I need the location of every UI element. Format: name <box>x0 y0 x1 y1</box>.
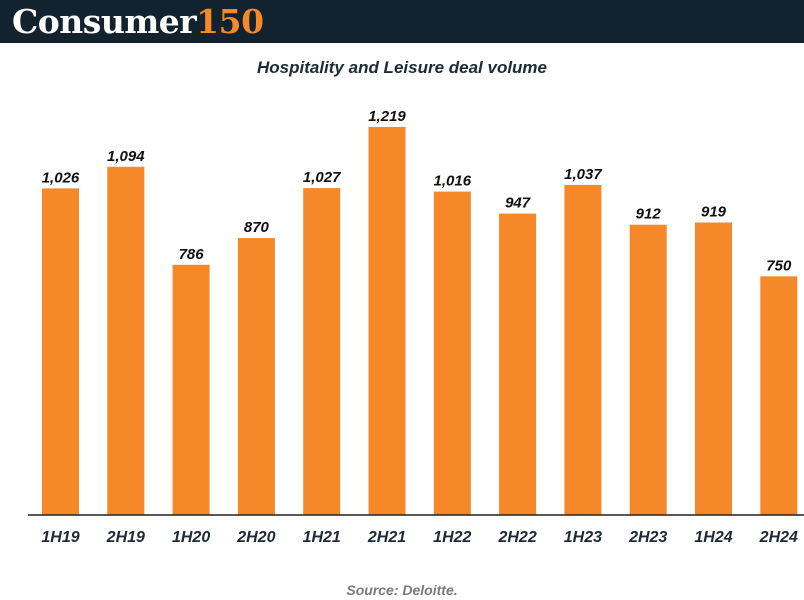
bar-1h23 <box>564 184 602 515</box>
bar-2h20 <box>237 238 275 515</box>
x-tick-label-1h20: 1H20 <box>172 529 210 546</box>
data-label-2h20: 870 <box>244 219 270 236</box>
x-tick-label-2h24: 2H24 <box>759 529 798 546</box>
chart-title: Hospitality and Leisure deal volume <box>256 58 548 77</box>
x-tick-label-2h19: 2H19 <box>106 529 145 546</box>
data-label-2h22: 947 <box>505 195 531 212</box>
x-tick-label-2h20: 2H20 <box>236 529 275 546</box>
data-label-1h19: 1,026 <box>42 169 80 186</box>
bar-1h22 <box>433 191 471 515</box>
data-label-2h21: 1,219 <box>368 108 406 125</box>
header-bar: Consumer150 <box>0 0 804 43</box>
data-label-2h23: 912 <box>636 206 662 223</box>
data-label-1h21: 1,027 <box>303 169 341 186</box>
bar-2h24 <box>760 276 798 515</box>
bar-1h19 <box>42 188 79 515</box>
bar-2h23 <box>629 224 667 515</box>
brand-number: 150 <box>196 2 264 41</box>
x-tick-label-1h23: 1H23 <box>564 529 602 546</box>
bar-2h19 <box>107 166 145 516</box>
bar-2h21 <box>368 127 406 515</box>
x-tick-label-1h19: 1H19 <box>41 529 79 546</box>
bar-2h22 <box>499 213 537 515</box>
data-label-2h24: 750 <box>766 257 792 274</box>
x-tick-label-1h22: 1H22 <box>433 529 471 546</box>
bar-1h21 <box>303 188 341 515</box>
brand-logo: Consumer150 <box>12 0 264 43</box>
data-label-1h23: 1,037 <box>564 166 602 183</box>
source-note: Source: Deloitte. <box>346 582 458 598</box>
bar-1h24 <box>695 222 732 515</box>
x-tick-label-1h21: 1H21 <box>303 529 341 546</box>
data-label-1h24: 919 <box>701 204 727 221</box>
x-tick-label-2h22: 2H22 <box>497 529 536 546</box>
data-label-1h20: 786 <box>179 246 205 263</box>
data-label-1h22: 1,016 <box>434 173 472 190</box>
data-label-2h19: 1,094 <box>107 148 145 165</box>
x-tick-label-2h21: 2H21 <box>367 529 406 546</box>
brand-word: Consumer <box>12 2 197 41</box>
x-tick-label-2h23: 2H23 <box>628 529 667 546</box>
bar-1h20 <box>172 264 210 515</box>
x-tick-label-1h24: 1H24 <box>694 529 732 546</box>
